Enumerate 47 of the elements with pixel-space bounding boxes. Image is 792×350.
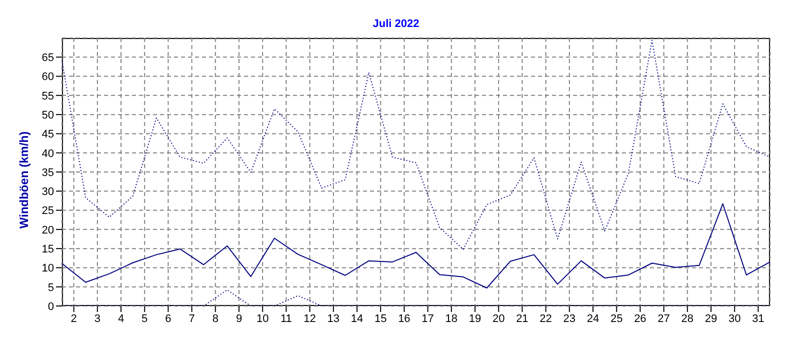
x-tick-label: 19 bbox=[468, 312, 482, 325]
x-tick-label: 24 bbox=[586, 312, 600, 325]
y-tick-label: 65 bbox=[42, 52, 54, 64]
y-tick-label: 50 bbox=[42, 109, 54, 122]
x-tick-label: 27 bbox=[658, 312, 670, 325]
y-tick-label: 55 bbox=[42, 90, 54, 102]
chart-title: Juli 2022 bbox=[372, 18, 420, 30]
y-tick-label: 25 bbox=[42, 205, 54, 218]
x-tick-label: 20 bbox=[492, 312, 505, 325]
line-series bbox=[62, 203, 770, 289]
x-tick-label: 15 bbox=[374, 312, 387, 325]
x-tick-label: 18 bbox=[445, 312, 458, 325]
x-tick-label: 22 bbox=[540, 312, 552, 325]
y-tick-label: 20 bbox=[42, 224, 54, 236]
y-tick-label: 35 bbox=[42, 166, 54, 179]
x-tick-label: 29 bbox=[704, 312, 718, 325]
x-tick-label: 13 bbox=[327, 312, 340, 325]
x-tick-label: 28 bbox=[681, 312, 694, 325]
x-tick-label: 2 bbox=[70, 312, 77, 325]
x-tick-label: 31 bbox=[752, 312, 764, 325]
y-tick-label: 60 bbox=[42, 71, 54, 84]
x-tick-label: 10 bbox=[256, 312, 269, 325]
y-tick-label: 30 bbox=[42, 186, 54, 198]
x-tick-label: 11 bbox=[280, 312, 292, 325]
x-tick-label: 3 bbox=[94, 312, 100, 325]
x-tick-label: 16 bbox=[398, 312, 410, 325]
x-tick-label: 26 bbox=[634, 312, 646, 325]
x-tick-label: 21 bbox=[516, 312, 528, 325]
y-tick-label: 10 bbox=[42, 262, 54, 275]
x-tick-label: 8 bbox=[212, 312, 218, 325]
x-tick-label: 25 bbox=[610, 312, 623, 325]
x-tick-label: 30 bbox=[728, 312, 741, 325]
y-tick-label: 45 bbox=[42, 128, 54, 141]
x-tick-label: 17 bbox=[422, 312, 434, 325]
x-tick-label: 14 bbox=[350, 312, 364, 325]
x-tick-label: 4 bbox=[118, 312, 124, 325]
y-tick-label: 40 bbox=[42, 148, 54, 160]
x-tick-label: 23 bbox=[563, 312, 576, 325]
y-tick-label: 0 bbox=[48, 300, 54, 313]
x-tick-label: 5 bbox=[142, 312, 148, 325]
x-tick-label: 6 bbox=[165, 312, 172, 325]
y-tick-label: 15 bbox=[42, 243, 54, 256]
y-axis-title: Windböen (km/h) bbox=[17, 131, 31, 229]
x-tick-label: 12 bbox=[304, 312, 316, 325]
x-tick-label: 9 bbox=[236, 312, 242, 325]
x-tick-label: 7 bbox=[188, 312, 195, 325]
y-tick-label: 5 bbox=[48, 282, 54, 294]
